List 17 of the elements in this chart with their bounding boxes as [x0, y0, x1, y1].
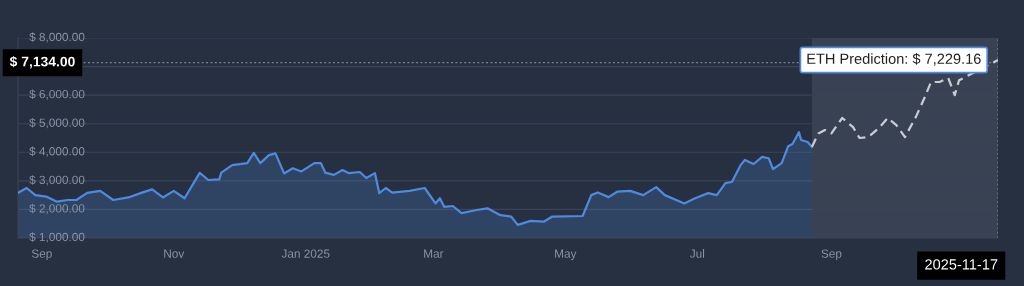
ref-line-label: 2025-11-17: [925, 259, 998, 270]
x-tick-label: Sep: [821, 249, 842, 261]
y-tick-label: $ 5,000.00: [29, 118, 85, 129]
x-tick-label: Jan 2025: [281, 249, 330, 258]
x-tick-label: Sep: [31, 249, 52, 261]
y-tick-label: $ 6,000.00: [29, 89, 85, 100]
ref-line-label: $ 7,134.00: [9, 56, 75, 69]
y-tick-label: $ 8,000.00: [29, 32, 85, 43]
y-tick-label: $ 4,000.00: [29, 146, 85, 157]
x-tick-label: Mar: [424, 249, 444, 258]
y-tick-label: $ 3,000.00: [29, 175, 85, 186]
annotation: ETH Prediction: $ 7,229.16: [807, 53, 981, 66]
x-tick-label: Nov: [164, 249, 185, 258]
y-tick-label: $ 1,000.00: [29, 232, 85, 243]
y-tick-label: $ 2,000.00: [29, 203, 85, 214]
x-tick-label: Jul: [689, 249, 705, 258]
x-tick-label: May: [555, 249, 577, 261]
